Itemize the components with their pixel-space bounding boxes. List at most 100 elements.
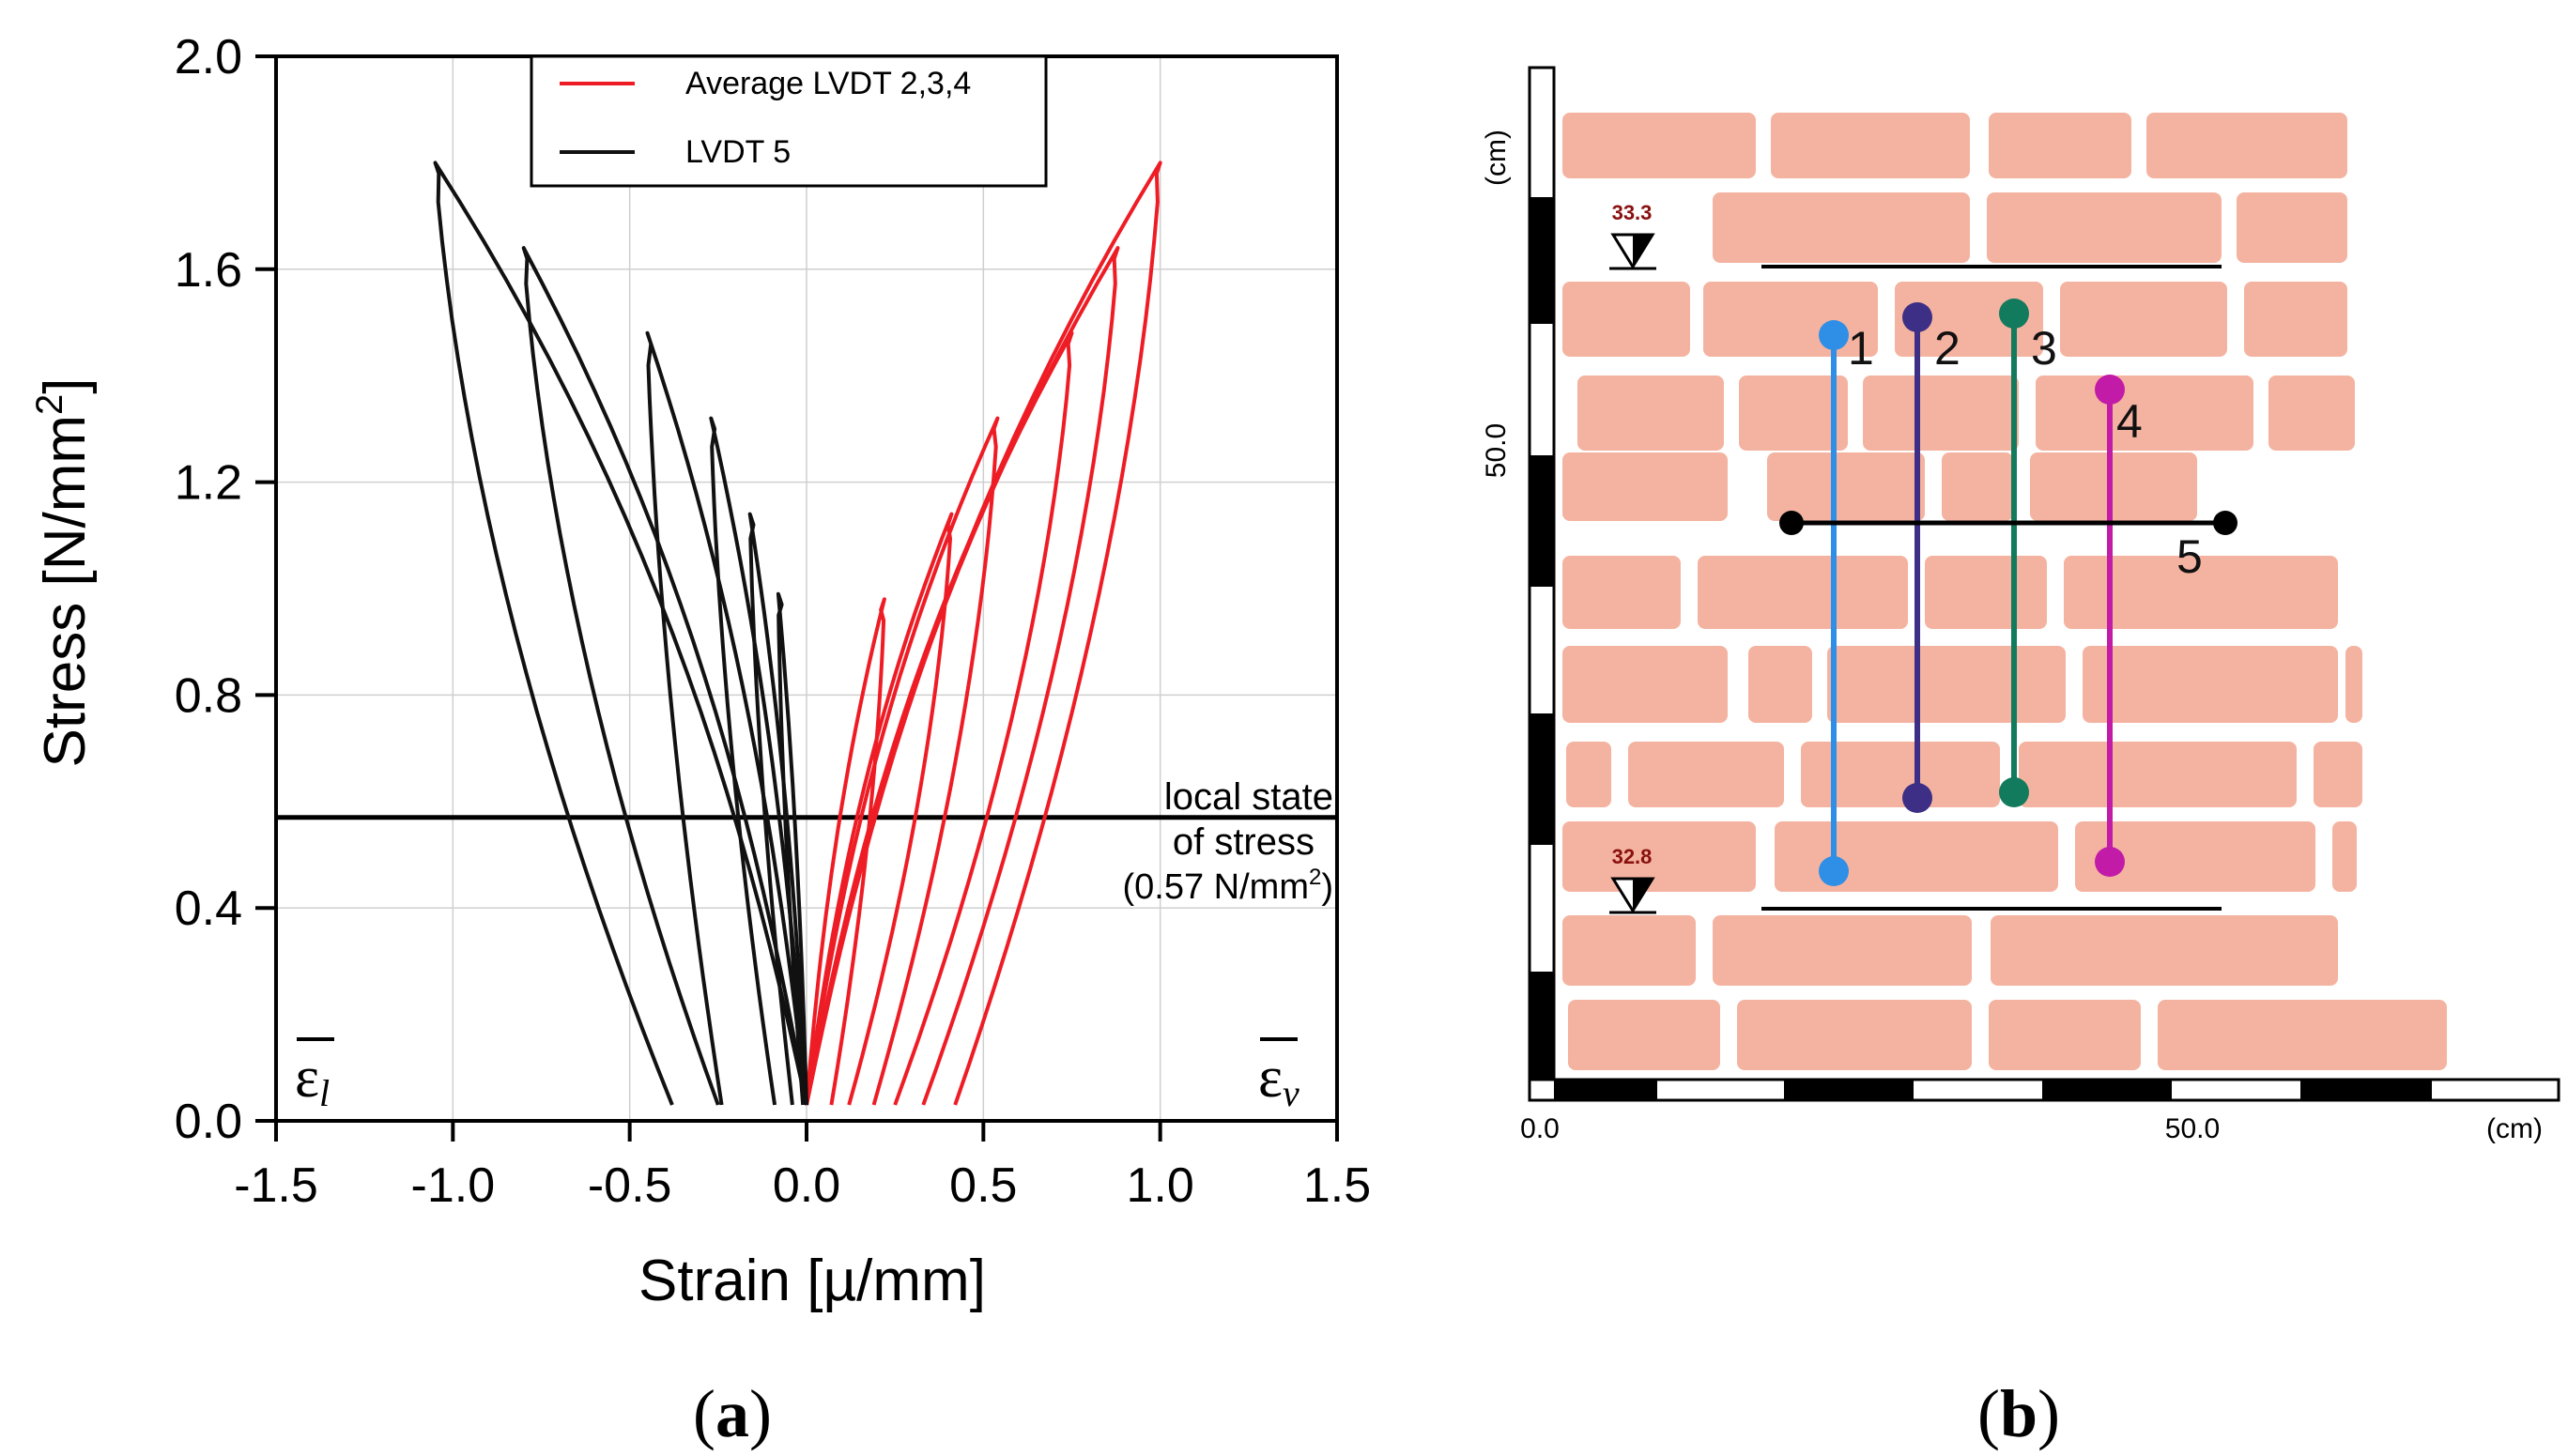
panel-b-lvdt-layout: (cm) 50.0 0.0 50.0 (cm) 33.3 32.8 1 — [1481, 66, 2560, 1451]
brick — [1987, 192, 2222, 263]
lvdt-4: 4 — [2095, 375, 2143, 877]
brick — [1566, 742, 1611, 807]
vertical-scale-bar — [1528, 66, 1556, 1102]
avg-lvdt-234-cycle-6 — [805, 161, 1162, 1106]
lvdt-5-label: 5 — [2176, 530, 2203, 583]
brick — [1895, 282, 2043, 357]
avg-lvdt-234-cycle-1 — [805, 597, 886, 1106]
y-tick-label: 0.8 — [175, 668, 242, 723]
lvdt5-cycle-3 — [709, 416, 808, 1106]
lvdt-2-label: 2 — [1934, 322, 1961, 375]
y-axis-unit: (cm) — [1481, 130, 1512, 186]
legend-label-average: Average LVDT 2,3,4 — [685, 66, 971, 101]
avg-lvdt-234-cycle-3 — [805, 416, 1000, 1106]
brick — [1863, 375, 2019, 451]
brick — [1628, 742, 1784, 807]
y-tick-label: 2.0 — [175, 30, 242, 84]
series-lvdt-5 — [433, 161, 808, 1106]
brick — [2244, 282, 2347, 357]
x-axis-label: Strain [µ/mm] — [638, 1249, 986, 1313]
x-axis-zero-label: 0.0 — [1520, 1113, 1560, 1144]
vertical-scale-segment — [1530, 455, 1554, 587]
lvdt-1-label: 1 — [1848, 322, 1874, 375]
horizontal-scale-bar — [1528, 1078, 2560, 1102]
svg-text:εl: εl — [295, 1046, 330, 1114]
vertical-scale-segment — [1530, 197, 1554, 324]
brick — [1748, 646, 1812, 723]
chart-legend: Average LVDT 2,3,4 LVDT 5 — [530, 54, 1048, 188]
lvdt5-cycle-6 — [433, 161, 808, 1106]
brick — [2237, 192, 2347, 263]
x-tick-label: 1.0 — [1127, 1158, 1194, 1213]
lvdt-1: 1 — [1819, 320, 1874, 886]
epsilon-v-symbol: εv — [1258, 1037, 1299, 1114]
horizontal-scale-segment — [1554, 1080, 1657, 1100]
brick — [1925, 556, 2047, 629]
brick — [1827, 646, 2066, 723]
brick — [2060, 282, 2227, 357]
panel-a-chart: -1.5 -1.0 -0.5 0.0 0.5 1.0 1.5 0.0 0.4 0.8 1.2 1.6… — [29, 30, 1371, 1451]
level-marker-top: 33.3 — [1609, 201, 2222, 270]
axis-ticks — [255, 54, 1339, 1142]
svg-text:33.3: 33.3 — [1612, 201, 1653, 224]
x-tick-label: 0.0 — [773, 1158, 840, 1213]
brick — [1991, 915, 2338, 986]
brick — [2146, 113, 2347, 178]
level-marker-bottom: 32.8 — [1609, 845, 2222, 914]
x-tick-label: -0.5 — [588, 1158, 672, 1213]
y-tick-label: 0.0 — [175, 1095, 242, 1149]
brick — [1562, 452, 1728, 521]
lvdt-3: 3 — [1999, 299, 2057, 807]
brick — [2314, 742, 2362, 807]
brick — [1801, 742, 2000, 807]
legend-box — [530, 54, 1048, 188]
brick — [1989, 113, 2131, 178]
brick — [2064, 556, 2338, 629]
brick — [1713, 192, 1970, 263]
brick — [2083, 646, 2338, 723]
lvdt5-cycle-4 — [645, 330, 808, 1106]
lvdt5-cycle-2 — [747, 512, 808, 1106]
lvdt5-cycle-5 — [521, 246, 808, 1106]
y-tick-label: 1.6 — [175, 243, 242, 298]
stress-note-line2: of stress — [1173, 821, 1315, 863]
legend-label-lvdt5: LVDT 5 — [685, 134, 791, 170]
brick — [2019, 742, 2297, 807]
y-tick-label: 1.2 — [175, 456, 242, 511]
brick — [1737, 1000, 1972, 1070]
brick — [1568, 1000, 1720, 1070]
y-axis-label: Stress [N/mm2] — [29, 378, 98, 768]
stress-note-line1: local state — [1164, 776, 1333, 818]
brick — [1775, 821, 2058, 892]
x-tick-label: 0.5 — [949, 1158, 1017, 1213]
avg-lvdt-234-cycle-4 — [805, 330, 1074, 1106]
stress-note-line3: (0.57 N/mm2) — [1123, 865, 1334, 907]
x-tick-label: -1.0 — [411, 1158, 496, 1213]
epsilon-l-symbol: εl — [295, 1037, 334, 1114]
x-tick-labels: -1.5 -1.0 -0.5 0.0 0.5 1.0 1.5 — [234, 1158, 1371, 1213]
brick — [1989, 1000, 2141, 1070]
lvdt-4-label: 4 — [2116, 395, 2143, 448]
x-tick-label: 1.5 — [1303, 1158, 1371, 1213]
brick — [1562, 821, 1756, 892]
vertical-scale-segment — [1530, 713, 1554, 845]
brick — [1942, 452, 2013, 521]
brick — [1577, 375, 1724, 451]
brick — [1562, 646, 1728, 723]
brick — [1771, 113, 1970, 178]
horizontal-scale-segment — [1784, 1080, 1914, 1100]
svg-text:εv: εv — [1258, 1046, 1299, 1114]
horizontal-scale-segment — [2042, 1080, 2172, 1100]
brick — [2075, 821, 2315, 892]
series-average-lvdt-234 — [805, 161, 1162, 1106]
brick — [1562, 915, 1696, 986]
masonry-wall — [1562, 113, 2447, 1070]
brick — [1713, 915, 1972, 986]
y-tick-label: 0.4 — [175, 881, 242, 936]
y-axis-mid-label: 50.0 — [1481, 423, 1512, 478]
lvdt-2: 2 — [1902, 302, 1961, 813]
brick — [2036, 375, 2253, 451]
avg-lvdt-234-cycle-5 — [805, 246, 1120, 1106]
y-tick-labels: 0.0 0.4 0.8 1.2 1.6 2.0 — [175, 30, 242, 1149]
